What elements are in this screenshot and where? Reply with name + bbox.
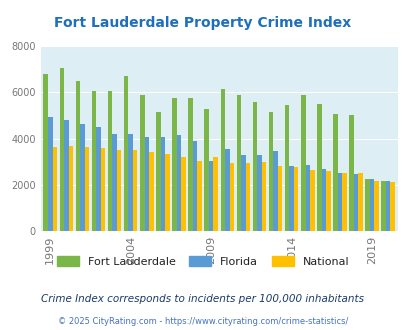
Bar	[337, 173, 341, 231]
Bar	[100, 148, 105, 231]
Bar	[316, 104, 321, 231]
Bar	[289, 166, 293, 231]
Bar	[277, 166, 281, 231]
Bar	[229, 163, 233, 231]
Bar	[213, 157, 217, 231]
Bar	[68, 146, 73, 231]
Bar	[241, 155, 245, 231]
Bar	[293, 168, 298, 231]
Bar	[385, 181, 390, 231]
Bar	[172, 98, 176, 231]
Bar	[165, 154, 169, 231]
Bar	[309, 170, 314, 231]
Bar	[224, 149, 229, 231]
Bar	[209, 160, 213, 231]
Bar	[133, 150, 137, 231]
Bar	[64, 120, 68, 231]
Text: Crime Index corresponds to incidents per 100,000 inhabitants: Crime Index corresponds to incidents per…	[41, 294, 364, 304]
Bar	[108, 91, 112, 231]
Bar	[192, 141, 197, 231]
Bar	[357, 173, 362, 231]
Bar	[117, 150, 121, 231]
Bar	[85, 147, 89, 231]
Bar	[369, 179, 373, 231]
Bar	[80, 123, 85, 231]
Bar	[321, 169, 325, 231]
Bar	[156, 112, 160, 231]
Bar	[300, 95, 305, 231]
Bar	[245, 163, 249, 231]
Bar	[204, 109, 209, 231]
Legend: Fort Lauderdale, Florida, National: Fort Lauderdale, Florida, National	[57, 255, 348, 267]
Bar	[181, 157, 185, 231]
Bar	[252, 102, 257, 231]
Bar	[52, 147, 57, 231]
Bar	[348, 115, 353, 231]
Bar	[390, 182, 394, 231]
Bar	[112, 134, 117, 231]
Bar	[353, 174, 357, 231]
Text: © 2025 CityRating.com - https://www.cityrating.com/crime-statistics/: © 2025 CityRating.com - https://www.city…	[58, 317, 347, 326]
Bar	[144, 137, 149, 231]
Text: Fort Lauderdale Property Crime Index: Fort Lauderdale Property Crime Index	[54, 16, 351, 30]
Bar	[261, 162, 266, 231]
Bar	[96, 127, 100, 231]
Bar	[268, 112, 273, 231]
Bar	[305, 165, 309, 231]
Bar	[149, 152, 153, 231]
Bar	[381, 181, 385, 231]
Bar	[75, 81, 80, 231]
Bar	[284, 105, 289, 231]
Bar	[341, 173, 346, 231]
Bar	[176, 135, 181, 231]
Bar	[43, 74, 48, 231]
Bar	[48, 116, 52, 231]
Bar	[273, 151, 277, 231]
Bar	[236, 95, 241, 231]
Bar	[140, 95, 144, 231]
Bar	[197, 160, 201, 231]
Bar	[128, 134, 133, 231]
Bar	[373, 181, 378, 231]
Bar	[325, 171, 330, 231]
Bar	[188, 98, 192, 231]
Bar	[220, 89, 224, 231]
Bar	[160, 137, 165, 231]
Bar	[92, 91, 96, 231]
Bar	[364, 179, 369, 231]
Bar	[333, 114, 337, 231]
Bar	[124, 76, 128, 231]
Bar	[60, 68, 64, 231]
Bar	[257, 155, 261, 231]
